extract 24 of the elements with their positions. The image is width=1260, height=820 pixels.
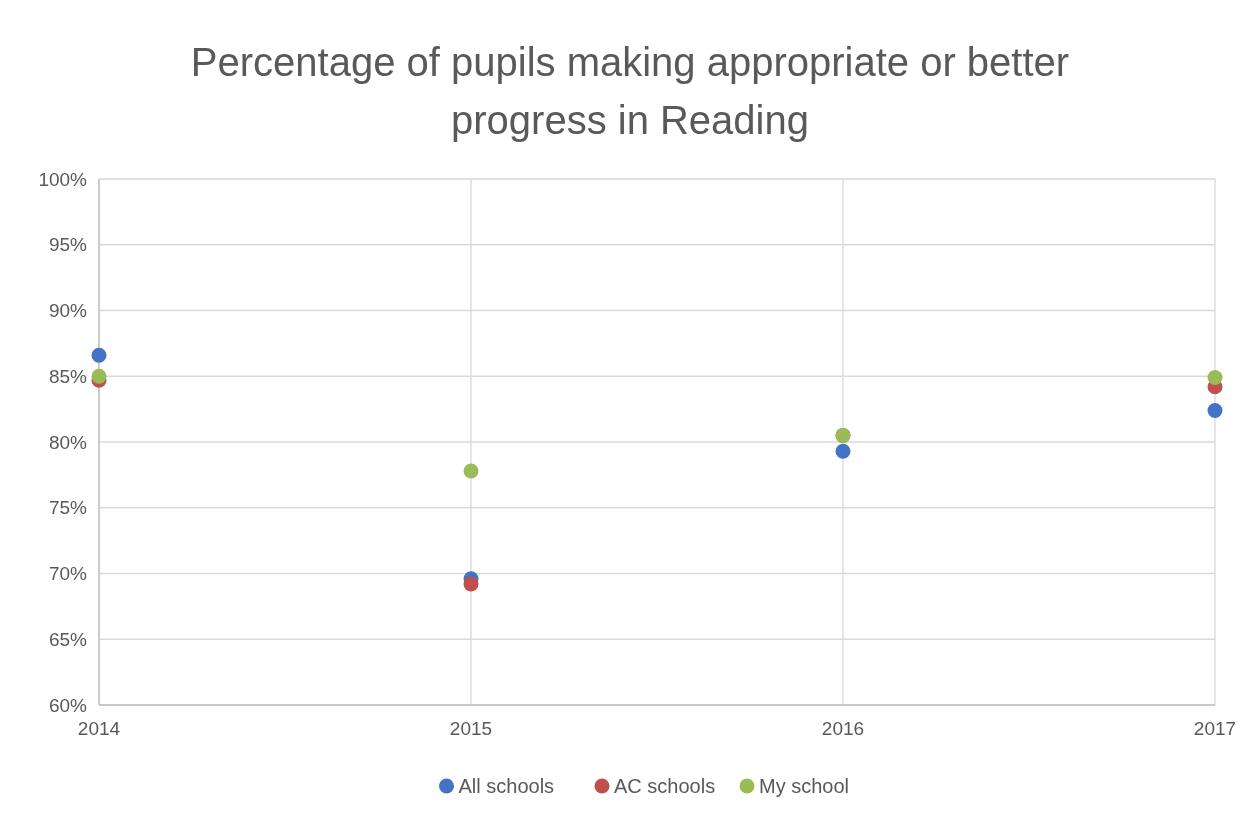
legend-label: All schools: [458, 775, 555, 797]
y-tick-label: 70%: [48, 563, 88, 585]
y-tick-label: 80%: [48, 431, 88, 453]
x-tick-label: 2016: [821, 718, 865, 739]
y-tick-label: 95%: [48, 234, 88, 256]
y-tick-label: 85%: [48, 365, 88, 387]
x-tick-label: 2015: [449, 718, 493, 739]
point: [91, 368, 107, 384]
legend-label: AC schools: [614, 775, 716, 797]
y-tick-label: 90%: [48, 300, 88, 322]
x-tick-label: 2014: [77, 718, 121, 739]
legend-label: My school: [759, 775, 850, 797]
point: [1207, 402, 1223, 418]
point: [91, 347, 107, 363]
x-tick-label: 2017: [1193, 718, 1237, 739]
point: [463, 463, 479, 479]
y-tick-label: 65%: [48, 628, 88, 650]
point: [1207, 370, 1223, 386]
point: [463, 576, 479, 592]
chart-title: Percentage of pupils making appropriate or better progress in Reading: [190, 40, 1070, 142]
y-tick-label: 75%: [48, 497, 88, 519]
point: [835, 443, 851, 459]
y-tick-label: 60%: [48, 694, 88, 716]
y-tick-label: 100%: [38, 168, 88, 190]
